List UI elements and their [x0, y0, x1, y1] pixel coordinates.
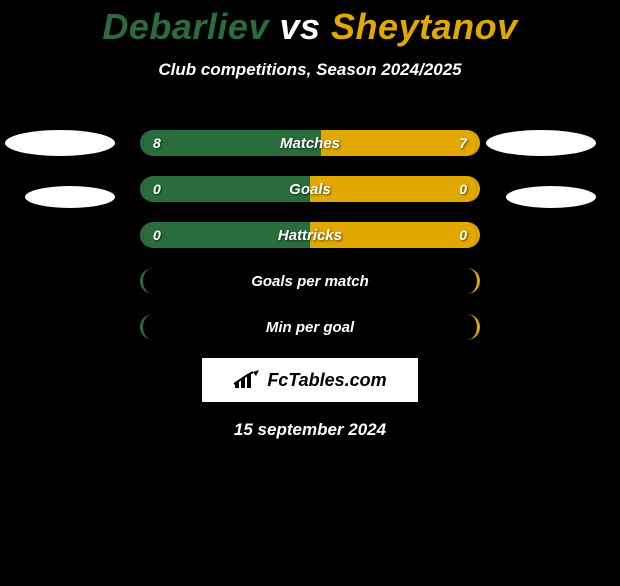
player2-marker-bottom	[506, 186, 596, 208]
stat-label: Matches	[280, 135, 340, 152]
stat-bar: Goals per match	[140, 268, 480, 294]
stat-bar: 8 Matches 7	[140, 130, 480, 156]
stat-bar: Min per goal	[140, 314, 480, 340]
player1-marker-bottom	[25, 186, 115, 208]
player1-marker-top	[5, 130, 115, 156]
player2-marker-top	[486, 130, 596, 156]
brand-logo: FcTables.com	[202, 358, 418, 402]
stat-value-right: 0	[459, 227, 467, 243]
stat-value-right: 0	[459, 181, 467, 197]
stat-fill-right	[310, 176, 477, 202]
footer-date: 15 september 2024	[0, 420, 620, 440]
brand-text: FcTables.com	[267, 370, 386, 391]
stat-value-left: 8	[153, 135, 161, 151]
stat-bar: 0 Goals 0	[140, 176, 480, 202]
stats-bars: 8 Matches 7 0 Goals 0 0 Hattricks 0 Goals per mat…	[140, 130, 480, 360]
player1-name: Debarliev	[102, 6, 269, 47]
stat-label: Hattricks	[278, 227, 342, 244]
subtitle: Club competitions, Season 2024/2025	[0, 60, 620, 80]
stat-label: Min per goal	[266, 319, 354, 336]
stat-value-left: 0	[153, 181, 161, 197]
vs-text: vs	[279, 6, 320, 47]
stat-fill-left	[143, 176, 310, 202]
player2-name: Sheytanov	[331, 6, 518, 47]
stat-bar: 0 Hattricks 0	[140, 222, 480, 248]
stat-label: Goals per match	[251, 273, 369, 290]
stat-value-left: 0	[153, 227, 161, 243]
stat-value-right: 7	[459, 135, 467, 151]
comparison-title: Debarliev vs Sheytanov	[0, 6, 620, 48]
stat-fill-right	[321, 130, 477, 156]
stat-label: Goals	[289, 181, 331, 198]
chart-icon	[233, 370, 261, 390]
